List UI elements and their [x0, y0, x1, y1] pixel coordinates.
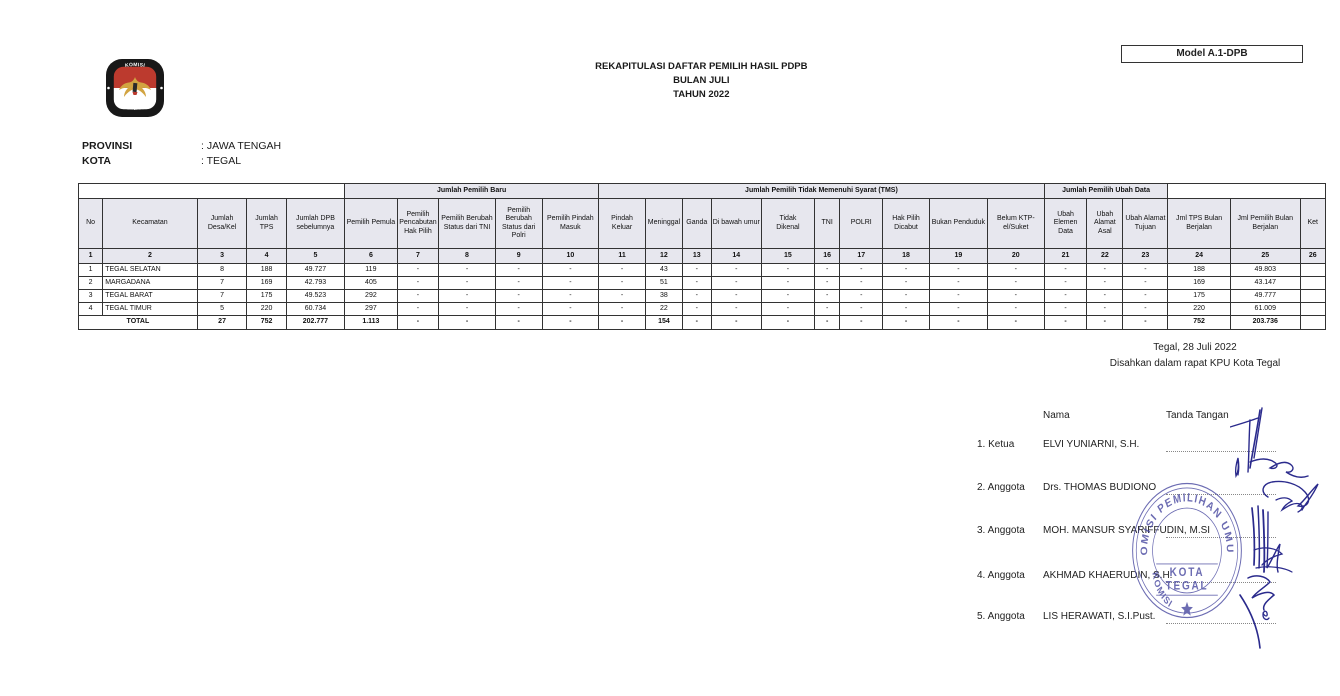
svg-text:KOTA: KOTA — [1170, 566, 1205, 579]
svg-text:KOMISI PEMILIHAN UMUM: KOMISI PEMILIHAN UMUM — [1129, 479, 1235, 556]
svg-text:PEMILIHAN: PEMILIHAN — [123, 105, 146, 111]
svg-text:TEGAL: TEGAL — [1166, 580, 1209, 593]
